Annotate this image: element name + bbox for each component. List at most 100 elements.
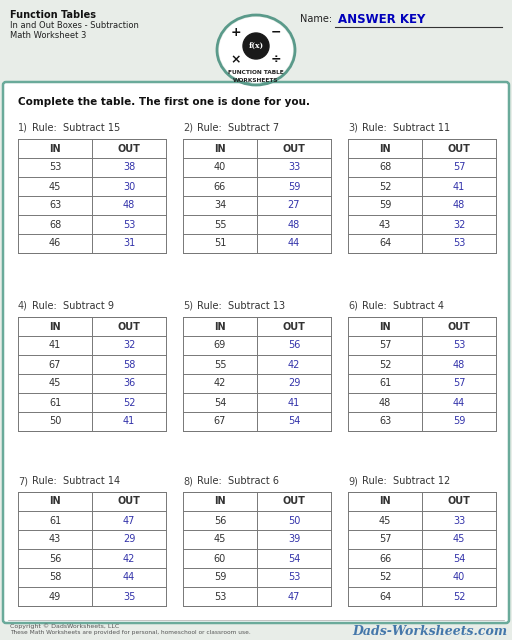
- Text: 67: 67: [49, 360, 61, 369]
- Text: 53: 53: [453, 340, 465, 351]
- Text: 2): 2): [183, 123, 193, 133]
- Text: 41: 41: [49, 340, 61, 351]
- Text: 52: 52: [123, 397, 135, 408]
- Text: 29: 29: [288, 378, 300, 388]
- Text: IN: IN: [49, 321, 61, 332]
- Text: 50: 50: [288, 515, 300, 525]
- Text: 57: 57: [453, 163, 465, 173]
- Text: 52: 52: [453, 591, 465, 602]
- Text: 42: 42: [288, 360, 300, 369]
- Text: 7): 7): [18, 476, 28, 486]
- Text: FUNCTION TABLE: FUNCTION TABLE: [228, 70, 284, 74]
- Bar: [183, 317, 331, 431]
- Text: 45: 45: [214, 534, 226, 545]
- Bar: [183, 492, 331, 606]
- Text: 45: 45: [453, 534, 465, 545]
- Text: 55: 55: [214, 220, 226, 230]
- Bar: [348, 317, 496, 431]
- Text: 34: 34: [214, 200, 226, 211]
- Text: 60: 60: [214, 554, 226, 563]
- Text: Rule:  Subtract 11: Rule: Subtract 11: [362, 123, 450, 133]
- Text: 53: 53: [49, 163, 61, 173]
- Text: 39: 39: [288, 534, 300, 545]
- Text: ÷: ÷: [271, 54, 281, 67]
- Text: OUT: OUT: [447, 321, 471, 332]
- Text: Complete the table. The first one is done for you.: Complete the table. The first one is don…: [18, 97, 310, 107]
- Text: 67: 67: [214, 417, 226, 426]
- Text: 1): 1): [18, 123, 28, 133]
- Text: 58: 58: [49, 573, 61, 582]
- Text: 36: 36: [123, 378, 135, 388]
- Text: 61: 61: [379, 378, 391, 388]
- Bar: [183, 139, 331, 253]
- Text: 48: 48: [288, 220, 300, 230]
- Bar: [348, 492, 496, 606]
- Text: IN: IN: [214, 497, 226, 506]
- Text: Copyright © DadsWorksheets, LLC: Copyright © DadsWorksheets, LLC: [10, 623, 119, 628]
- Text: −: −: [271, 26, 281, 38]
- Text: OUT: OUT: [118, 497, 140, 506]
- Text: 43: 43: [49, 534, 61, 545]
- Text: 42: 42: [214, 378, 226, 388]
- Text: Rule:  Subtract 12: Rule: Subtract 12: [362, 476, 450, 486]
- Text: Rule:  Subtract 4: Rule: Subtract 4: [362, 301, 444, 311]
- Text: 9): 9): [348, 476, 358, 486]
- Text: 61: 61: [49, 515, 61, 525]
- Text: 50: 50: [49, 417, 61, 426]
- Text: 52: 52: [379, 360, 391, 369]
- Text: 46: 46: [49, 239, 61, 248]
- Bar: [18, 317, 166, 431]
- Text: IN: IN: [214, 143, 226, 154]
- FancyBboxPatch shape: [3, 82, 509, 623]
- Text: 64: 64: [379, 239, 391, 248]
- Text: 47: 47: [288, 591, 300, 602]
- Text: 59: 59: [214, 573, 226, 582]
- Text: 35: 35: [123, 591, 135, 602]
- Bar: [18, 139, 166, 253]
- Text: IN: IN: [214, 321, 226, 332]
- Text: 57: 57: [379, 534, 391, 545]
- Text: Name:: Name:: [300, 14, 332, 24]
- Text: 44: 44: [453, 397, 465, 408]
- Text: 31: 31: [123, 239, 135, 248]
- Text: Rule:  Subtract 15: Rule: Subtract 15: [32, 123, 120, 133]
- Text: 48: 48: [379, 397, 391, 408]
- Text: 54: 54: [288, 554, 300, 563]
- Text: 61: 61: [49, 397, 61, 408]
- Text: 41: 41: [123, 417, 135, 426]
- Text: 40: 40: [453, 573, 465, 582]
- Text: 64: 64: [379, 591, 391, 602]
- Text: 48: 48: [453, 360, 465, 369]
- Text: These Math Worksheets are provided for personal, homeschool or classroom use.: These Math Worksheets are provided for p…: [10, 630, 251, 635]
- Text: OUT: OUT: [283, 143, 306, 154]
- Text: 5): 5): [183, 301, 193, 311]
- Text: 66: 66: [214, 182, 226, 191]
- Text: 53: 53: [288, 573, 300, 582]
- Text: 49: 49: [49, 591, 61, 602]
- Text: IN: IN: [379, 321, 391, 332]
- Text: ×: ×: [231, 54, 241, 67]
- Text: 63: 63: [379, 417, 391, 426]
- Text: 59: 59: [379, 200, 391, 211]
- Text: 52: 52: [379, 182, 391, 191]
- Text: OUT: OUT: [447, 143, 471, 154]
- Ellipse shape: [219, 17, 293, 83]
- Text: 54: 54: [214, 397, 226, 408]
- Text: IN: IN: [379, 143, 391, 154]
- Text: 47: 47: [123, 515, 135, 525]
- Text: IN: IN: [49, 143, 61, 154]
- Text: Rule:  Subtract 14: Rule: Subtract 14: [32, 476, 120, 486]
- Text: 29: 29: [123, 534, 135, 545]
- Text: 44: 44: [288, 239, 300, 248]
- Text: ANSWER KEY: ANSWER KEY: [338, 13, 425, 26]
- Text: f(x): f(x): [248, 42, 264, 50]
- Text: 52: 52: [379, 573, 391, 582]
- Text: 48: 48: [453, 200, 465, 211]
- Text: 45: 45: [49, 378, 61, 388]
- Text: 30: 30: [123, 182, 135, 191]
- Text: 45: 45: [49, 182, 61, 191]
- Text: 43: 43: [379, 220, 391, 230]
- Text: 48: 48: [123, 200, 135, 211]
- Text: 53: 53: [123, 220, 135, 230]
- Text: 38: 38: [123, 163, 135, 173]
